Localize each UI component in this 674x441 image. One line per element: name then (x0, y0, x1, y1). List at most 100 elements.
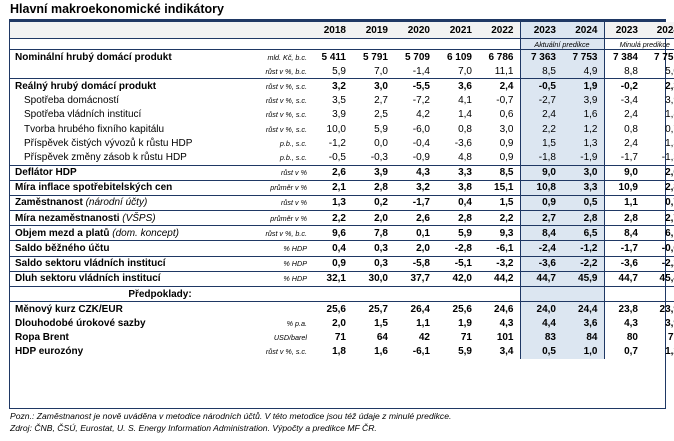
unit-cell: USD/barel (273, 333, 307, 343)
table-cell: 32,1 (310, 271, 352, 288)
empty-cell (478, 286, 520, 303)
table-cell: 1,8 (665, 109, 674, 121)
row-label-text: Objem mezd a platů (15, 227, 110, 239)
table-row: Dluh sektoru vládních institucí % HDP 32,1… (10, 271, 674, 288)
row-label: Dluh sektoru vládních institucí (10, 271, 224, 288)
empty-cell (603, 286, 644, 303)
table-row: růst v %, b.c. 5,9 7,0 -1,4 7,0 11,1 8,5 4,9 8,8… (10, 64, 674, 80)
table-cell: 0,9 (310, 256, 352, 272)
table-row: Zaměstnanost (národní účty) růst v % 1,3 0,… (10, 195, 674, 212)
table-cell: 1,1 (416, 317, 430, 329)
table-cell: 7,8 (352, 225, 394, 242)
table-cell: -3,6 (454, 137, 472, 149)
table-cell: 2,7 (519, 210, 562, 227)
table-cell: 1,9 (562, 78, 604, 94)
table-cell: -6,1 (478, 240, 520, 257)
row-label-text: Měnový kurz CZK/EUR (15, 303, 123, 315)
table-cell: 0,4 (310, 240, 352, 257)
table-cell: 83 (519, 330, 562, 345)
table-cell: 8,4 (519, 225, 562, 242)
row-label: Nominální hrubý domácí produkt (10, 50, 224, 65)
table-cell: 1,5 (374, 317, 388, 329)
table-cell: 2,7 (644, 210, 674, 227)
table-cell: 42 (418, 332, 430, 344)
table-cell: 30,0 (352, 271, 394, 288)
table-cell: 3,0 (374, 80, 388, 92)
table-cell: -5,8 (394, 256, 436, 272)
table-cell: 5,9 (458, 346, 472, 358)
table-cell: 3,4 (499, 346, 514, 358)
row-label: Spotřeba domácností (10, 94, 224, 108)
assumptions-row: Předpoklady: (10, 286, 674, 303)
row-label: Zaměstnanost (národní účty) (10, 195, 224, 212)
table-cell: 5,9 (374, 123, 388, 135)
table-cell: 7 753 (562, 49, 604, 65)
empty-cell (310, 286, 352, 303)
table-cell: 2,0 (352, 210, 394, 227)
table-cell: 0,7 (644, 195, 674, 212)
table-cell: 1,2 (562, 121, 604, 137)
unit-cell: % HDP (224, 240, 310, 257)
table-cell: 10,8 (519, 180, 562, 196)
row-label-text: Míra inflace spotřebitelských cen (15, 182, 173, 194)
table-cell: 11,1 (478, 64, 520, 80)
row-label: Tvorba hrubého fixního kapitálu (10, 122, 224, 136)
row-label: Příspěvek změny zásob k růstu HDP (10, 150, 224, 166)
table-cell: 3,0 (562, 165, 604, 181)
table-cell: 1,5 (519, 136, 562, 151)
row-label: Deflátor HDP (10, 165, 224, 181)
table-cell: -0,5 (519, 78, 562, 94)
table-cell: 10,0 (326, 123, 346, 135)
table-cell: 0,8 (458, 123, 472, 135)
row-label: Dlouhodobé úrokové sazby (10, 316, 224, 330)
table-cell: -1,8 (519, 150, 562, 166)
table-row: Míra inflace spotřebitelských cen průměr … (10, 180, 674, 196)
unit-cell: % HDP (224, 256, 310, 272)
table-cell: 8,5 (519, 64, 562, 80)
table-cell: 0,7 (665, 123, 674, 135)
unit-cell: růst v %, s.c. (265, 347, 307, 357)
table-cell: 0,9 (519, 195, 562, 212)
table-cell: 37,7 (394, 271, 436, 288)
table-cell: 101 (496, 332, 514, 344)
table-cell: 2,0 (394, 240, 436, 257)
unit-cell: % p.a. (286, 318, 307, 328)
table-cell: -0,2 (603, 78, 644, 94)
table-cell: 3,3 (562, 180, 604, 196)
table-cell: -0,9 (394, 150, 436, 166)
table-cell: 2,1 (310, 180, 352, 196)
table-cell: 1,2 (665, 346, 674, 358)
year-header: 2021 (436, 22, 478, 39)
row-label-text: Deflátor HDP (15, 167, 77, 179)
empty-cell (519, 286, 562, 303)
row-label: Saldo sektoru vládních institucí (10, 256, 224, 272)
unit-cell: růst v % (224, 165, 310, 181)
table-cell: 1,3 (310, 195, 352, 212)
row-label-text: Ropa Brent (15, 332, 69, 344)
table-title: Hlavní makroekonomické indikátory (10, 2, 224, 16)
table-cell: 5,9 (310, 64, 352, 80)
subheader-row: Aktuální predikce Minulá predikce (10, 38, 674, 50)
table-cell: -3,6 (519, 256, 562, 272)
table-row: Tvorba hrubého fixního kapitálu růst v %,… (10, 121, 674, 137)
table-cell: 5 791 (362, 51, 388, 63)
year-header: 2023 (603, 22, 644, 39)
table-cell: 25,6 (452, 303, 472, 315)
unit-cell: p.b., s.c. (279, 138, 307, 148)
table-cell: 3,9 (562, 93, 604, 108)
row-label-text: HDP eurozóny (15, 346, 84, 358)
table-row: Deflátor HDP růst v % 2,6 3,9 4,3 3,3 8,5 9,0 3,… (10, 165, 674, 181)
table-cell: -0,3 (352, 150, 394, 166)
unit-cell: růst v %, s.c. (265, 110, 307, 120)
table-cell: 1,4 (458, 109, 472, 121)
table-cell: 2,6 (394, 210, 436, 227)
table-cell: -1,2 (328, 137, 346, 149)
table-cell: 0,4 (436, 195, 478, 212)
table-cell: 9,0 (603, 165, 644, 181)
table-cell: 2,2 (478, 210, 520, 227)
footnotes: Pozn.: Zaměstnanost je nově uváděna v me… (10, 410, 451, 434)
row-label-text: Příspěvek změny zásob k růstu HDP (24, 151, 187, 163)
year-header: 2018 (310, 22, 352, 39)
table-cell: 77 (667, 332, 674, 344)
